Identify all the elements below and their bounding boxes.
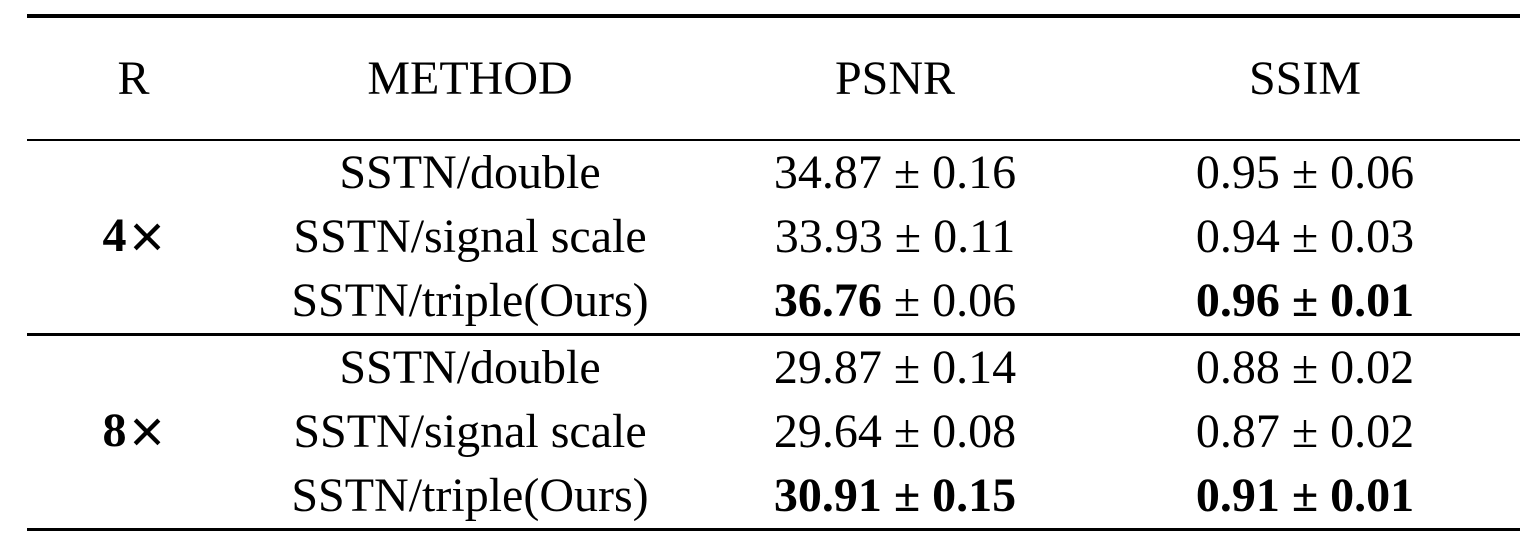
multiply-icon: ×	[129, 203, 165, 270]
method-cell: SSTN/signal scale	[293, 405, 647, 458]
r-factor-cell: 4×	[27, 207, 240, 267]
ssim-cell: 0.95 ± 0.06	[1090, 149, 1520, 197]
col-header-method: METHOD	[367, 51, 573, 105]
group-4x: 4× SSTN/double 34.87 ± 0.16 0.95 ± 0.06 …	[27, 141, 1520, 333]
ssim-cell: 0.87 ± 0.02	[1090, 408, 1520, 456]
table-header-row: R METHOD PSNR SSIM	[27, 18, 1520, 139]
ssim-cell: 0.88 ± 0.02	[1090, 344, 1520, 392]
ssim-uncertainty: ± 0.02	[1291, 405, 1415, 458]
table-rule-bottom	[27, 528, 1520, 531]
ssim-value: 0.94	[1195, 210, 1280, 263]
ssim-uncertainty: ± 0.06	[1291, 146, 1415, 199]
multiply-icon: ×	[129, 398, 165, 465]
r-factor-value: 8	[102, 404, 127, 457]
psnr-cell: 29.87 ± 0.14	[700, 344, 1090, 392]
psnr-cell: 30.91 ± 0.15	[700, 472, 1090, 520]
ssim-cell: 0.91 ± 0.01	[1090, 472, 1520, 520]
ssim-value: 0.91	[1195, 469, 1280, 522]
psnr-value: 30.91	[773, 469, 882, 522]
method-cell: SSTN/double	[339, 341, 601, 394]
r-factor-cell: 8×	[27, 402, 240, 462]
ssim-cell: 0.94 ± 0.03	[1090, 213, 1520, 261]
ssim-uncertainty: ± 0.02	[1291, 341, 1415, 394]
group-8x: 8× SSTN/double 29.87 ± 0.14 0.88 ± 0.02 …	[27, 336, 1520, 528]
psnr-uncertainty: ± 0.11	[894, 210, 1016, 263]
psnr-uncertainty: ± 0.15	[893, 469, 1017, 522]
col-header-ssim: SSIM	[1248, 51, 1362, 105]
method-cell: SSTN/signal scale	[293, 210, 647, 263]
psnr-value: 36.76	[773, 274, 882, 327]
ssim-value: 0.96	[1195, 274, 1280, 327]
method-cell: SSTN/triple(Ours)	[291, 469, 649, 522]
col-header-r: R	[117, 51, 150, 105]
col-header-psnr: PSNR	[834, 51, 956, 105]
ssim-uncertainty: ± 0.03	[1291, 210, 1415, 263]
psnr-cell: 36.76 ± 0.06	[700, 277, 1090, 325]
psnr-uncertainty: ± 0.06	[893, 274, 1017, 327]
psnr-uncertainty: ± 0.14	[893, 341, 1017, 394]
ssim-cell: 0.96 ± 0.01	[1090, 277, 1520, 325]
results-table: R METHOD PSNR SSIM 4× SSTN/double 34.87 …	[27, 14, 1520, 531]
table-rule-under-header	[27, 139, 1520, 141]
psnr-value: 29.87	[773, 341, 882, 394]
ssim-value: 0.88	[1195, 341, 1280, 394]
table-rule-top	[27, 14, 1520, 18]
psnr-value: 29.64	[773, 405, 882, 458]
psnr-cell: 33.93 ± 0.11	[700, 213, 1090, 261]
r-factor-value: 4	[102, 209, 127, 262]
ssim-uncertainty: ± 0.01	[1291, 274, 1415, 327]
psnr-uncertainty: ± 0.08	[893, 405, 1017, 458]
psnr-uncertainty: ± 0.16	[893, 146, 1017, 199]
psnr-value: 34.87	[773, 146, 882, 199]
ssim-value: 0.95	[1195, 146, 1280, 199]
ssim-uncertainty: ± 0.01	[1291, 469, 1415, 522]
method-cell: SSTN/triple(Ours)	[291, 274, 649, 327]
table-rule-mid	[27, 333, 1520, 336]
method-cell: SSTN/double	[339, 146, 601, 199]
psnr-value: 33.93	[774, 210, 883, 263]
psnr-cell: 29.64 ± 0.08	[700, 408, 1090, 456]
psnr-cell: 34.87 ± 0.16	[700, 149, 1090, 197]
ssim-value: 0.87	[1195, 405, 1280, 458]
